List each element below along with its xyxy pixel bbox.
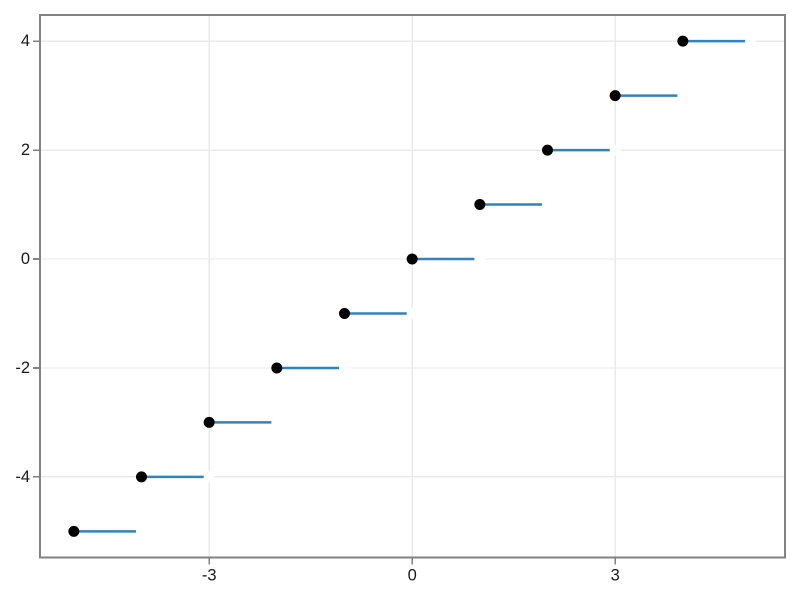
open-end-marker <box>609 144 621 156</box>
data-point <box>474 199 486 211</box>
open-end-marker <box>541 199 553 211</box>
open-end-marker <box>271 416 283 428</box>
open-end-marker <box>135 525 147 537</box>
plot-frame <box>39 14 786 559</box>
y-tick-label: 0 <box>21 250 30 268</box>
open-end-marker <box>677 90 689 102</box>
y-tick-label: -4 <box>15 468 30 486</box>
open-end-marker <box>744 35 756 47</box>
y-tick-label: 4 <box>21 32 30 50</box>
open-end-marker <box>406 307 418 319</box>
data-point <box>609 90 621 102</box>
data-point <box>203 416 215 428</box>
data-point <box>68 525 80 537</box>
open-end-marker <box>338 362 350 374</box>
y-tick-label: -2 <box>15 359 30 377</box>
data-point <box>541 144 553 156</box>
open-end-marker <box>474 253 486 265</box>
x-tick-label: 3 <box>611 567 620 585</box>
x-tick-label: -3 <box>202 567 217 585</box>
data-point <box>338 307 350 319</box>
data-point <box>677 35 689 47</box>
y-tick-label: 2 <box>21 141 30 159</box>
data-point <box>406 253 418 265</box>
data-point <box>271 362 283 374</box>
data-point <box>135 471 147 483</box>
open-end-marker <box>203 471 215 483</box>
x-tick-label: 0 <box>408 567 417 585</box>
